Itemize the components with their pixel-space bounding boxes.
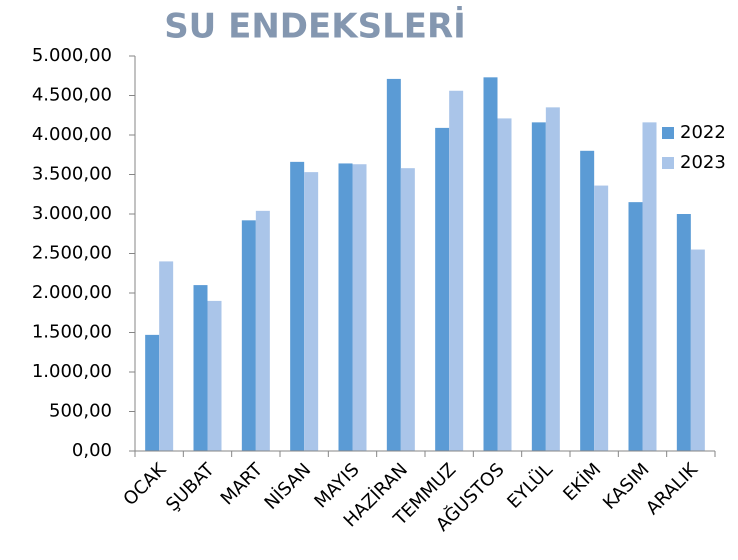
bar bbox=[531, 122, 546, 452]
bar bbox=[193, 285, 208, 451]
bar bbox=[545, 107, 560, 451]
bar bbox=[352, 164, 367, 452]
legend-label: 2023 bbox=[680, 152, 726, 173]
y-tick-label: 4.000,00 bbox=[32, 124, 112, 145]
bar bbox=[628, 202, 643, 451]
y-tick-label: 3.000,00 bbox=[32, 203, 112, 224]
y-tick-label: 1.500,00 bbox=[32, 322, 112, 343]
bar bbox=[690, 249, 705, 451]
chart-title: SU ENDEKSLERİ bbox=[164, 6, 466, 47]
y-tick-label: 2.500,00 bbox=[32, 243, 112, 264]
y-tick-label: 3.500,00 bbox=[32, 164, 112, 185]
y-tick-label: 1.000,00 bbox=[32, 361, 112, 382]
legend-swatch bbox=[662, 157, 674, 169]
bar bbox=[580, 150, 595, 452]
legend-label: 2022 bbox=[680, 122, 726, 143]
bar bbox=[255, 210, 270, 451]
legend-swatch bbox=[662, 127, 674, 139]
bar bbox=[207, 300, 222, 451]
bar bbox=[400, 168, 415, 451]
bar bbox=[449, 90, 464, 451]
bar bbox=[594, 185, 609, 451]
bar bbox=[304, 172, 319, 451]
y-tick-label: 4.500,00 bbox=[32, 85, 112, 106]
bar bbox=[642, 122, 657, 452]
bar bbox=[435, 127, 450, 451]
bar bbox=[497, 118, 512, 451]
bar bbox=[290, 161, 305, 452]
bar bbox=[338, 163, 353, 451]
y-tick-label: 2.000,00 bbox=[32, 282, 112, 303]
y-tick-label: 500,00 bbox=[49, 401, 112, 422]
bar bbox=[483, 77, 498, 451]
y-tick-label: 0,00 bbox=[72, 440, 112, 461]
y-tick-label: 5.000,00 bbox=[32, 45, 112, 66]
bar bbox=[386, 78, 401, 451]
bar bbox=[676, 214, 691, 451]
bar bbox=[145, 334, 160, 451]
bar bbox=[241, 220, 256, 451]
bar bbox=[159, 261, 174, 451]
